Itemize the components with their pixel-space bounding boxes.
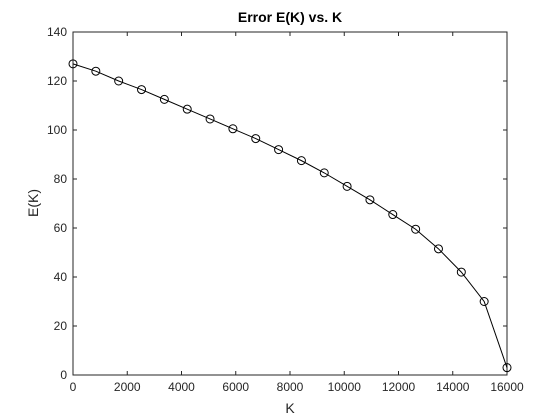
data-point bbox=[68, 59, 78, 69]
data-point bbox=[319, 168, 329, 178]
data-point bbox=[228, 124, 238, 134]
y-axis-label: E(K) bbox=[25, 189, 41, 217]
x-tick-label: 4000 bbox=[168, 380, 195, 394]
data-point bbox=[388, 210, 398, 220]
x-tick-label: 0 bbox=[70, 380, 77, 394]
data-point bbox=[137, 85, 147, 95]
data-point bbox=[365, 195, 375, 205]
y-tick-label: 20 bbox=[54, 319, 68, 333]
data-point bbox=[114, 76, 124, 86]
data-point bbox=[91, 66, 101, 76]
data-point bbox=[411, 224, 421, 234]
data-point bbox=[182, 104, 192, 114]
y-tick-label: 0 bbox=[60, 368, 67, 382]
data-point bbox=[433, 244, 443, 254]
x-tick-label: 8000 bbox=[277, 380, 304, 394]
data-point bbox=[251, 134, 261, 144]
y-tick-label: 140 bbox=[47, 25, 67, 39]
plot-background bbox=[73, 32, 507, 375]
data-point bbox=[159, 94, 169, 104]
y-tick-label: 80 bbox=[54, 172, 68, 186]
x-tick-label: 10000 bbox=[328, 380, 362, 394]
x-tick-label: 12000 bbox=[382, 380, 416, 394]
data-point bbox=[342, 181, 352, 191]
data-point bbox=[296, 156, 306, 166]
chart-title: Error E(K) vs. K bbox=[238, 9, 342, 25]
data-point bbox=[205, 114, 215, 124]
axes: 0 2000 4000 6000 8000 10000 12000 14000 16000 0 20… bbox=[47, 25, 524, 394]
data-point bbox=[456, 267, 466, 277]
y-tick-label: 40 bbox=[54, 270, 68, 284]
plot-frame bbox=[72, 31, 508, 376]
data-point bbox=[274, 145, 284, 155]
y-tick-label: 60 bbox=[54, 221, 68, 235]
x-tick-label: 2000 bbox=[114, 380, 141, 394]
data-point bbox=[502, 363, 512, 373]
y-tick-label: 100 bbox=[47, 123, 67, 137]
x-tick-label: 16000 bbox=[490, 380, 524, 394]
x-axis-label: K bbox=[285, 400, 295, 416]
x-tick-label: 6000 bbox=[222, 380, 249, 394]
x-tick-label: 14000 bbox=[436, 380, 470, 394]
series-markers bbox=[68, 59, 512, 373]
y-tick-label: 120 bbox=[47, 74, 67, 88]
data-point bbox=[479, 297, 489, 306]
